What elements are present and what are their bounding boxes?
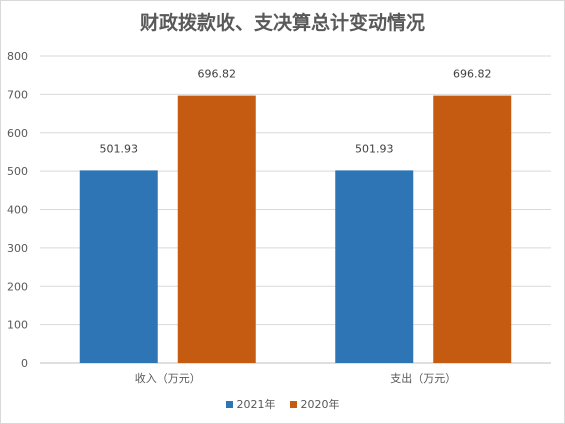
legend-label-2021: 2021年	[236, 398, 276, 411]
chart-title: 财政拨款收、支决算总计变动情况	[139, 12, 425, 34]
y-tick-label: 300	[7, 242, 28, 255]
y-tick-label: 0	[21, 357, 28, 370]
legend-item-2020: 2020年	[289, 396, 340, 412]
legend-swatch-2021	[225, 400, 233, 408]
bar-2020年-0	[177, 95, 256, 363]
legend-item-2021: 2021年	[225, 396, 276, 412]
data-label: 501.93	[100, 142, 139, 155]
y-tick-label: 800	[7, 50, 28, 63]
x-tick-label: 支出（万元）	[390, 371, 456, 385]
y-tick-label: 100	[7, 319, 28, 332]
legend-label-2020: 2020年	[300, 398, 340, 411]
legend: 2021年 2020年	[0, 396, 565, 412]
y-tick-label: 200	[7, 280, 28, 293]
legend-swatch-2020	[289, 400, 297, 408]
y-tick-label: 700	[7, 88, 28, 101]
bar-2021年-0	[79, 170, 158, 363]
y-tick-label: 500	[7, 165, 28, 178]
y-tick-label: 600	[7, 127, 28, 140]
data-label: 501.93	[355, 142, 394, 155]
y-tick-label: 400	[7, 204, 28, 217]
data-label: 696.82	[198, 68, 237, 81]
data-label: 696.82	[453, 68, 492, 81]
x-tick-label: 收入（万元）	[135, 371, 201, 385]
bar-2021年-1	[335, 170, 414, 363]
bar-2020年-1	[433, 95, 512, 363]
